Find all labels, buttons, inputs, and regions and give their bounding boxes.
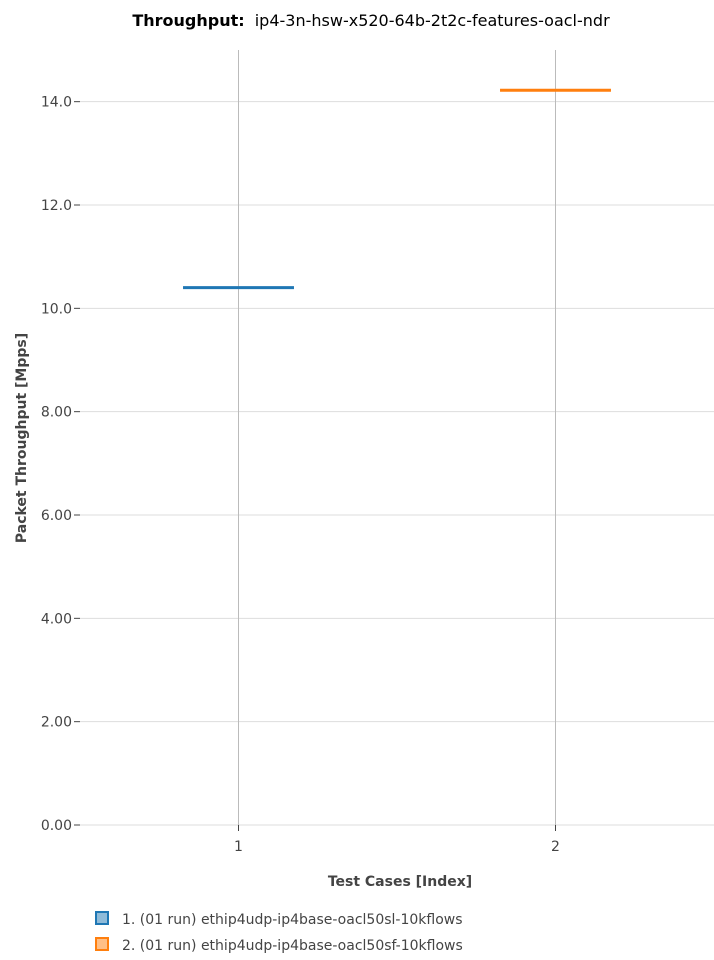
x-axis-title: Test Cases [Index] (328, 874, 472, 890)
legend-label[interactable]: 2. (01 run) ethip4udp-ip4base-oacl50sf-1… (122, 938, 463, 954)
gridlines (80, 50, 714, 826)
legend-swatch[interactable] (95, 911, 109, 925)
chart-title: Throughput: ip4-3n-hsw-x520-64b-2t2c-fea… (132, 11, 610, 30)
y-tick-label: 8.00 (41, 405, 72, 421)
y-tick-label: 4.00 (41, 611, 72, 627)
y-tick-label: 10.0 (41, 301, 72, 317)
legend-label[interactable]: 1. (01 run) ethip4udp-ip4base-oacl50sl-1… (122, 912, 463, 928)
y-tick-label: 6.00 (41, 508, 72, 524)
y-tick-label: 14.0 (41, 95, 72, 111)
x-tick-label: 1 (234, 839, 243, 855)
chart-title-text: ip4-3n-hsw-x520-64b-2t2c-features-oacl-n… (255, 11, 610, 30)
data-marks (183, 88, 611, 290)
y-tick-label: 12.0 (41, 198, 72, 214)
y-tick-label: 2.00 (41, 715, 72, 731)
y-axis-ticks: 0.00 2.00 4.00 6.00 8.00 10.0 12.0 14.0 (41, 95, 80, 834)
y-tick-label: 0.00 (41, 818, 72, 834)
legend-swatch[interactable] (95, 937, 109, 951)
legend[interactable]: 1. (01 run) ethip4udp-ip4base-oacl50sl-1… (95, 911, 463, 954)
y-axis-title: Packet Throughput [Mpps] (14, 333, 30, 543)
chart-title-prefix: Throughput: (132, 11, 244, 30)
x-tick-label: 2 (551, 839, 560, 855)
